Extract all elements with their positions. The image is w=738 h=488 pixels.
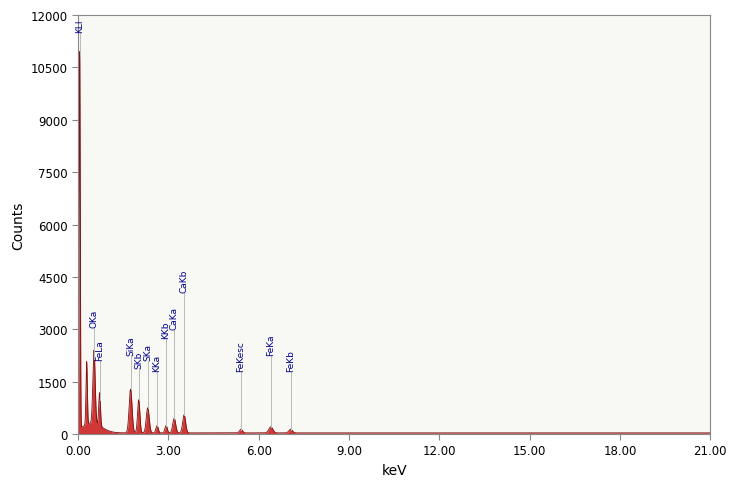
Y-axis label: Counts: Counts: [11, 201, 25, 249]
Text: SiKa: SiKa: [126, 336, 135, 355]
Text: CaKb: CaKb: [179, 269, 189, 293]
X-axis label: keV: keV: [382, 463, 407, 477]
Text: FeLa: FeLa: [95, 340, 104, 361]
Text: OKa: OKa: [89, 309, 98, 327]
Text: FeKa: FeKa: [266, 334, 275, 355]
Text: SKa: SKa: [143, 344, 152, 361]
Text: FeKesc: FeKesc: [236, 341, 246, 372]
Text: CaKa: CaKa: [170, 306, 179, 329]
Text: SKb: SKb: [134, 351, 143, 368]
Text: FeKb: FeKb: [286, 350, 295, 372]
Text: KKa: KKa: [153, 355, 162, 372]
Text: KLl: KLl: [75, 20, 85, 33]
Text: KKb: KKb: [162, 321, 170, 338]
